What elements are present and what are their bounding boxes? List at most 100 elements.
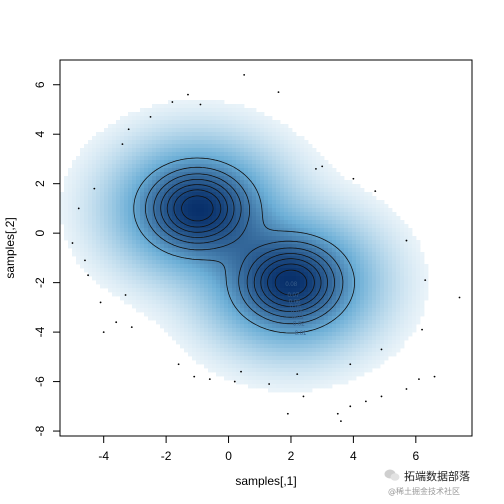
density-cell	[240, 104, 245, 109]
density-cell	[296, 228, 301, 233]
density-cell	[132, 240, 137, 245]
density-cell	[348, 260, 353, 265]
density-cell	[240, 336, 245, 341]
density-cell	[104, 232, 109, 237]
density-cell	[340, 284, 345, 289]
density-cell	[244, 124, 249, 129]
density-cell	[348, 320, 353, 325]
density-cell	[248, 136, 253, 141]
density-cell	[192, 332, 197, 337]
density-cell	[356, 316, 361, 321]
density-cell	[160, 144, 165, 149]
density-cell	[96, 180, 101, 185]
density-cell	[344, 352, 349, 357]
density-cell	[208, 196, 213, 201]
density-cell	[300, 276, 305, 281]
density-cell	[208, 264, 213, 269]
density-cell	[200, 152, 205, 157]
density-cell	[244, 356, 249, 361]
density-cell	[284, 280, 289, 285]
density-cell	[288, 224, 293, 229]
density-cell	[152, 156, 157, 161]
contour-label: 0.07	[288, 293, 300, 299]
density-cell	[96, 200, 101, 205]
density-cell	[212, 176, 217, 181]
density-cell	[400, 328, 405, 333]
density-cell	[412, 268, 417, 273]
density-cell	[372, 344, 377, 349]
density-cell	[120, 244, 125, 249]
density-cell	[400, 304, 405, 309]
density-cell	[284, 244, 289, 249]
density-cell	[192, 280, 197, 285]
density-cell	[216, 200, 221, 205]
density-cell	[108, 212, 113, 217]
density-cell	[424, 284, 429, 289]
density-cell	[352, 196, 357, 201]
density-cell	[308, 312, 313, 317]
density-cell	[96, 168, 101, 173]
density-cell	[228, 292, 233, 297]
density-cell	[268, 116, 273, 121]
density-cell	[212, 124, 217, 129]
density-cell	[320, 188, 325, 193]
density-cell	[392, 348, 397, 353]
density-cell	[296, 384, 301, 389]
density-cell	[200, 264, 205, 269]
density-cell	[232, 156, 237, 161]
density-cell	[152, 148, 157, 153]
density-cell	[140, 196, 145, 201]
density-cell	[296, 292, 301, 297]
density-cell	[260, 356, 265, 361]
density-cell	[256, 196, 261, 201]
density-cell	[184, 128, 189, 133]
density-cell	[148, 268, 153, 273]
density-cell	[164, 176, 169, 181]
density-cell	[212, 264, 217, 269]
density-cell	[316, 296, 321, 301]
density-cell	[260, 256, 265, 261]
density-cell	[368, 292, 373, 297]
density-cell	[380, 348, 385, 353]
density-cell	[260, 332, 265, 337]
density-cell	[196, 244, 201, 249]
density-cell	[356, 268, 361, 273]
density-cell	[376, 340, 381, 345]
density-cell	[280, 228, 285, 233]
density-cell	[308, 272, 313, 277]
density-cell	[420, 308, 425, 313]
density-cell	[344, 380, 349, 385]
density-cell	[316, 328, 321, 333]
density-cell	[396, 328, 401, 333]
density-cell	[172, 200, 177, 205]
density-cell	[320, 268, 325, 273]
density-cell	[128, 292, 133, 297]
density-cell	[156, 252, 161, 257]
density-cell	[256, 176, 261, 181]
density-cell	[404, 260, 409, 265]
density-cell	[380, 328, 385, 333]
density-cell	[268, 160, 273, 165]
density-cell	[296, 312, 301, 317]
density-cell	[396, 312, 401, 317]
density-cell	[296, 380, 301, 385]
density-cell	[292, 388, 297, 393]
density-cell	[400, 344, 405, 349]
density-cell	[360, 372, 365, 377]
density-cell	[236, 228, 241, 233]
density-cell	[292, 176, 297, 181]
density-cell	[280, 372, 285, 377]
density-cell	[232, 296, 237, 301]
density-cell	[176, 136, 181, 141]
density-cell	[208, 100, 213, 105]
density-cell	[148, 260, 153, 265]
density-cell	[228, 156, 233, 161]
density-cell	[216, 324, 221, 329]
density-cell	[208, 360, 213, 365]
outlier-points-layer	[71, 73, 461, 423]
density-cell	[228, 316, 233, 321]
density-cell	[404, 228, 409, 233]
density-cell	[96, 140, 101, 145]
density-cell	[276, 248, 281, 253]
density-cell	[316, 292, 321, 297]
